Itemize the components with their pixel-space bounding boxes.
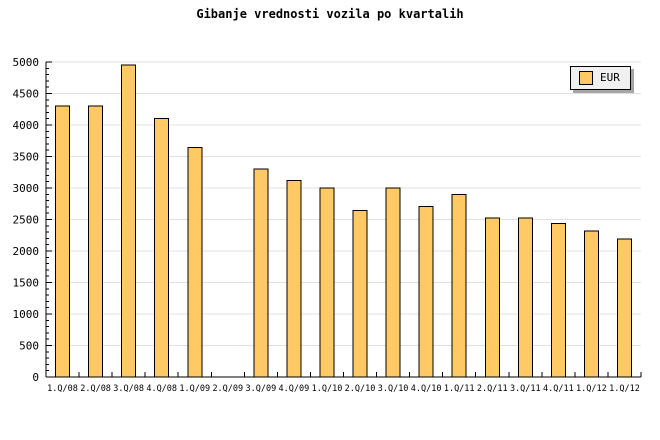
bar-3-3.Q/08 [121,64,137,378]
bar-2-2.Q/08 [88,105,104,378]
bar-15-3.Q/11 [517,217,533,378]
bar-14-2.Q/11 [484,217,500,378]
y-tick-label: 1000 [13,308,40,321]
x-tick-label: 4.Q/08 [146,384,177,394]
x-tick-label: 2.Q/11 [477,384,508,394]
bar-9-1.Q/10 [319,187,335,378]
x-tick-label: 4.Q/10 [411,384,442,394]
bar-16-4.Q/11 [550,222,566,378]
x-tick-label: 2.Q/10 [345,384,376,394]
bar-10-2.Q/10 [352,210,368,378]
bar-12-4.Q/10 [418,205,434,378]
x-tick-label: 1.Q/10 [312,384,343,394]
x-tick-label: 1.Q/09 [179,384,210,394]
y-tick-label: 2500 [13,214,40,227]
legend-label: EUR [600,71,620,84]
legend: EUR [570,66,631,90]
chart-title: Gibanje vrednosti vozila po kvartalih [196,7,464,21]
y-tick-label: 2000 [13,245,40,258]
y-tick-label: 1500 [13,277,40,290]
y-tick-label: 500 [19,340,39,353]
x-tick-label: 1.Q/08 [47,384,78,394]
x-tick-label: 4.Q/11 [543,384,574,394]
y-tick-label: 4000 [13,119,40,132]
bar-11-3.Q/10 [385,187,401,378]
bar-8-4.Q/09 [286,179,302,378]
x-tick-label: 1.Q/11 [444,384,475,394]
bar-7-3.Q/09 [253,168,269,378]
y-tick-label: 3500 [13,151,40,164]
x-tick-label: 4.Q/09 [279,384,310,394]
y-tick-label: 5000 [13,56,40,69]
bar-5-1.Q/09 [187,147,203,378]
x-tick-label: 2.Q/08 [80,384,111,394]
x-tick-label: 1.Q/12 [609,384,640,394]
y-tick-label: 4500 [13,88,40,101]
y-tick-label: 3000 [13,182,40,195]
x-tick-label: 3.Q/10 [378,384,409,394]
bar-17-1.Q/12 [583,230,599,378]
x-tick-label: 2.Q/09 [212,384,243,394]
x-tick-label: 1.Q/12 [576,384,607,394]
bar-18-1.Q/12 [617,238,632,378]
bar-13-1.Q/11 [451,193,467,378]
y-tick-label: 0 [32,371,39,384]
legend-swatch-eur-icon [579,71,593,85]
x-tick-label: 3.Q/09 [246,384,277,394]
x-tick-label: 3.Q/08 [113,384,144,394]
bar-4-4.Q/08 [154,118,170,378]
x-tick-label: 3.Q/11 [510,384,541,394]
bar-1-1.Q/08 [55,105,70,378]
